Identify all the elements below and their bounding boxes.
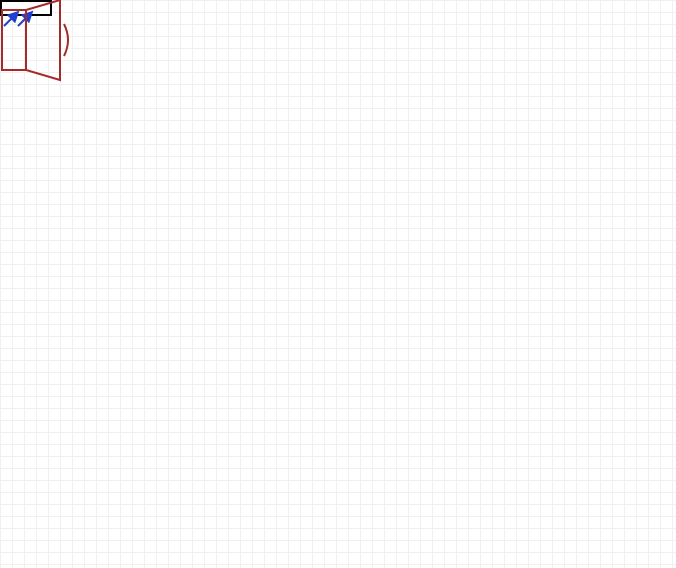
buzzer-body (0, 0, 80, 115)
grid-background (0, 0, 676, 568)
